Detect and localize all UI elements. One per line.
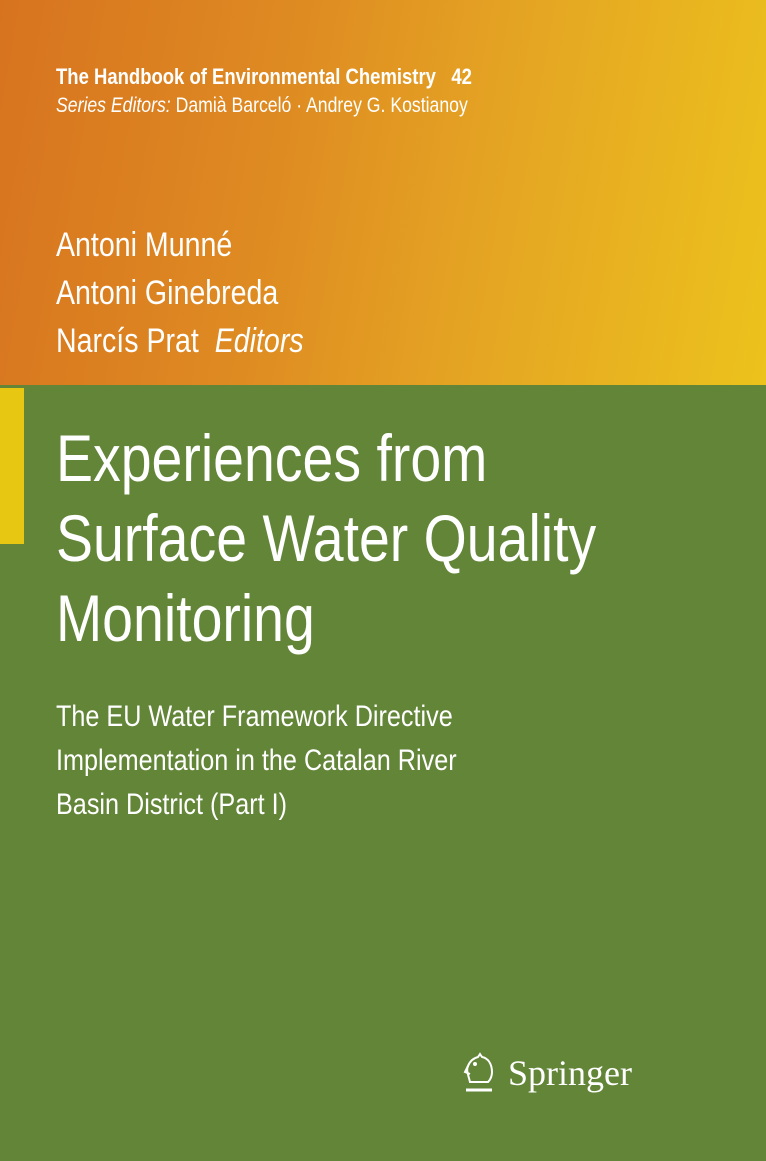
accent-bar <box>0 388 24 544</box>
author: Antoni Ginebreda <box>56 274 279 312</box>
title-line: Experiences from <box>56 421 488 495</box>
series-editors: Series Editors: Damià Barceló · Andrey G… <box>56 94 468 118</box>
authors-role: Editors <box>214 322 304 360</box>
book-subtitle: The EU Water Framework Directive Impleme… <box>56 695 457 827</box>
author: Antoni Munné <box>56 226 233 264</box>
series-name: The Handbook of Environmental Chemistry <box>56 64 436 89</box>
title-line: Surface Water Quality <box>56 501 597 575</box>
subtitle-line: Basin District (Part I) <box>56 788 288 821</box>
publisher-name: Springer <box>508 1053 632 1093</box>
cover-green-panel <box>0 385 766 1161</box>
series-title: The Handbook of Environmental Chemistry … <box>56 64 472 90</box>
series-editors-names: Damià Barceló · Andrey G. Kostianoy <box>175 94 468 117</box>
subtitle-line: The EU Water Framework Directive <box>56 700 453 733</box>
author: Narcís Prat <box>56 322 199 360</box>
publisher-logo: Springer <box>462 1052 632 1094</box>
series-editors-label: Series Editors: <box>56 94 171 117</box>
series-volume: 42 <box>451 64 472 89</box>
title-line: Monitoring <box>56 581 315 655</box>
springer-horse-icon <box>463 1052 494 1092</box>
cover-top-band <box>0 0 766 385</box>
subtitle-line: Implementation in the Catalan River <box>56 744 457 777</box>
author-line: Narcís Prat Editors <box>56 322 304 361</box>
book-title: Experiences from Surface Water Quality M… <box>56 418 596 658</box>
